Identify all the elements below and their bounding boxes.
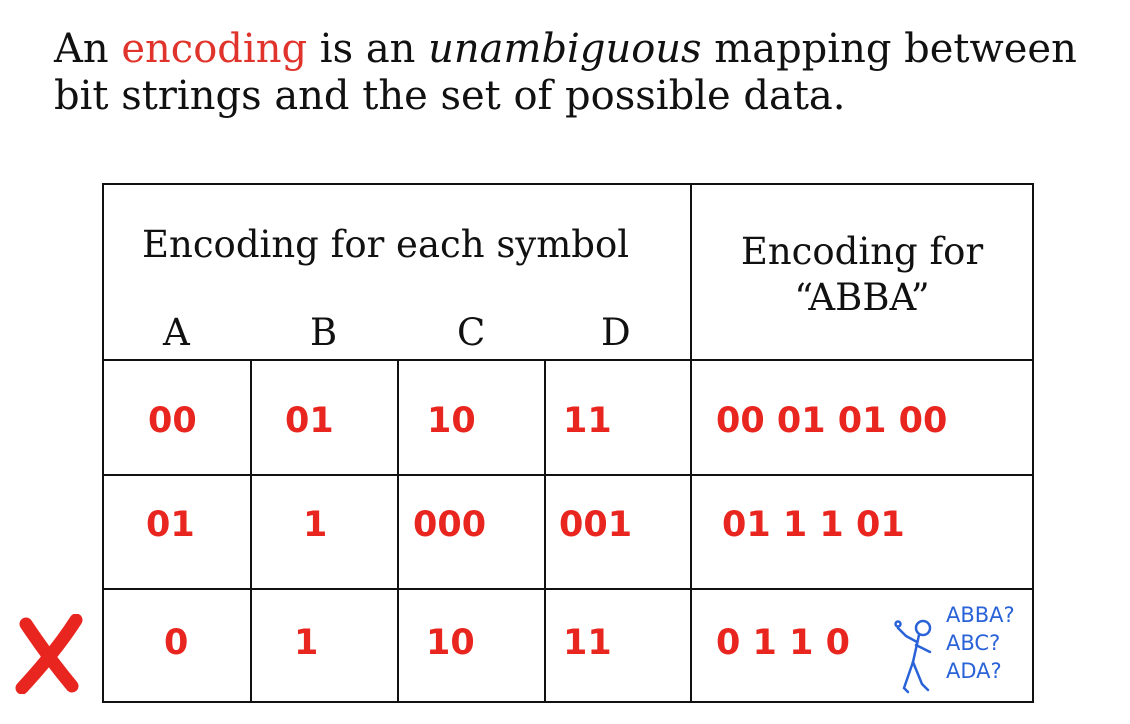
row2-code-d: 001 xyxy=(559,505,633,545)
divider-col-c xyxy=(544,360,546,701)
intro-part2: is an xyxy=(307,26,429,72)
row1-code-c: 10 xyxy=(427,401,476,441)
divider-right-column xyxy=(690,185,692,701)
row1-code-b: 01 xyxy=(285,401,334,441)
confused-stick-figure-icon xyxy=(894,619,932,694)
ambiguous-decodings: ABBA? ABC? ADA? xyxy=(946,601,1015,685)
symbol-d: D xyxy=(601,311,631,354)
encoding-keyword: encoding xyxy=(121,26,308,72)
intro-part1: An xyxy=(54,26,122,72)
row3-code-c: 10 xyxy=(426,623,475,663)
divider-col-a xyxy=(250,360,252,701)
ambiguous-x-icon xyxy=(15,614,83,694)
row2-code-c: 000 xyxy=(413,505,487,545)
symbol-b: B xyxy=(310,311,338,354)
row3-abba: 0 1 1 0 xyxy=(716,623,850,663)
row2-abba: 01 1 1 01 xyxy=(722,505,905,545)
encoding-table: Encoding for each symbol Encoding for “A… xyxy=(102,183,1034,703)
guess-abba: ABBA? xyxy=(946,603,1015,627)
row3-code-a: 0 xyxy=(164,623,189,663)
row3-code-d: 11 xyxy=(563,623,612,663)
definition-text: An encoding is an unambiguous mapping be… xyxy=(54,26,1114,120)
divider-row1 xyxy=(104,474,1032,476)
row1-abba: 00 01 01 00 xyxy=(716,401,948,441)
symbol-c: C xyxy=(457,311,486,354)
row1-code-d: 11 xyxy=(563,401,612,441)
row2-code-b: 1 xyxy=(303,505,328,545)
divider-col-b xyxy=(397,360,399,701)
divider-row2 xyxy=(104,588,1032,590)
guess-abc: ABC? xyxy=(946,631,1001,655)
intro-part3: mapping between bit strings and the set … xyxy=(54,26,1077,119)
row2-code-a: 01 xyxy=(146,505,195,545)
divider-header xyxy=(104,359,1032,361)
row1-code-a: 00 xyxy=(148,401,197,441)
row3-code-b: 1 xyxy=(294,623,319,663)
guess-ada: ADA? xyxy=(946,659,1002,683)
header-symbol-encoding: Encoding for each symbol xyxy=(142,223,630,266)
header-abba-encoding: Encoding for “ABBA” xyxy=(740,230,984,319)
unambiguous-emphasis: unambiguous xyxy=(428,26,702,72)
symbol-a: A xyxy=(163,311,190,354)
